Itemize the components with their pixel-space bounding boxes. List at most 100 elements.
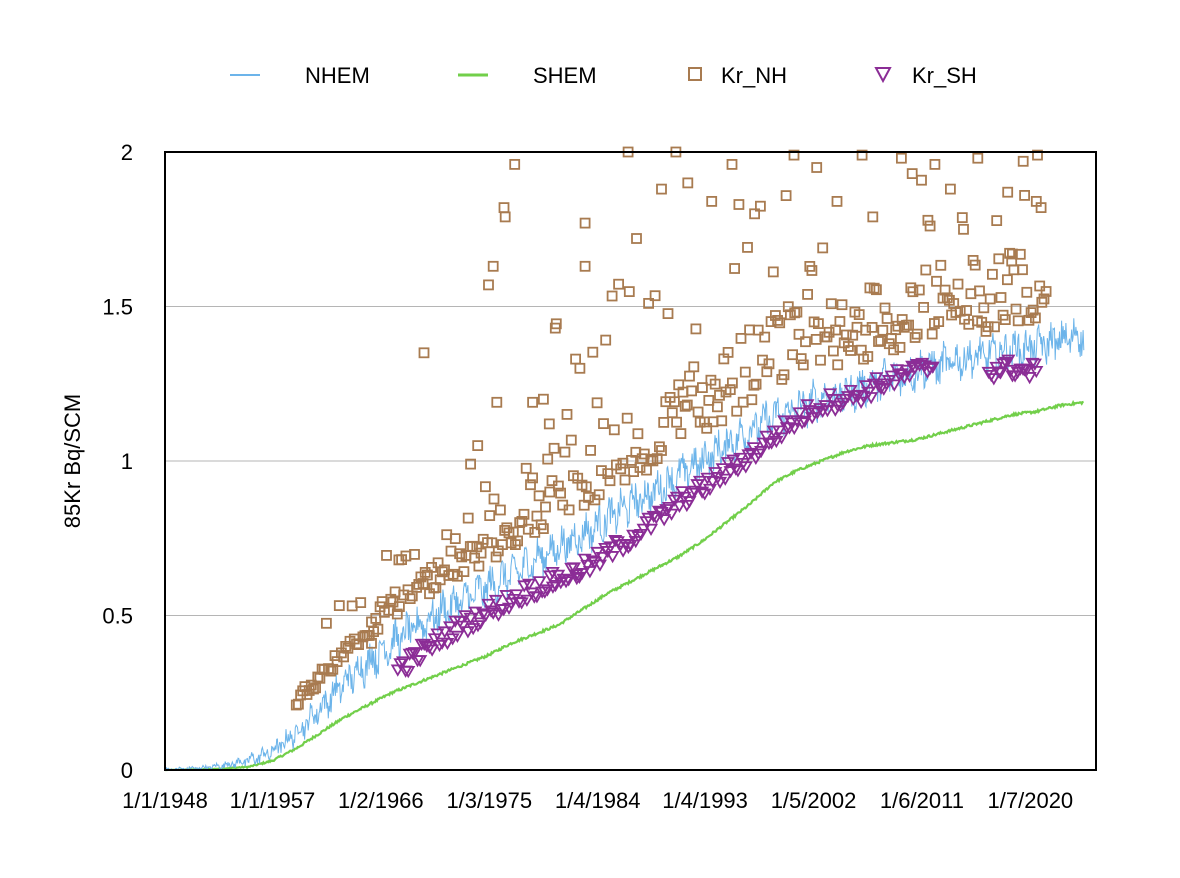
kr-nh-point [366,637,377,649]
kr-nh-point [866,321,878,333]
kr-nh-point [549,322,561,334]
y-tick-label: 1.5 [102,295,133,320]
x-tick-label: 1/1/1957 [230,788,316,813]
kr-nh-point [774,317,786,329]
kr-sh-point [869,372,884,385]
kr-nh-point [409,549,420,560]
kr-nh-point [744,324,755,336]
kr-nh-point [1023,314,1035,326]
kr-nh-point [759,331,771,343]
kr-sh-point [720,457,735,470]
kr-sh-point [789,415,804,428]
kr-nh-point [733,199,745,210]
kr-nh-point [662,308,674,320]
kr-nh-point [909,332,921,343]
x-tick-label: 1/6/2011 [880,788,964,813]
kr-nh-point [540,501,551,513]
kr-sh-point [587,556,602,570]
kr-sh-point [422,641,437,655]
kr-nh-point [580,481,592,493]
x-tick-label: 1/4/1984 [555,788,641,813]
kr-sh-point [476,608,491,621]
kr-sh-point [661,501,676,515]
kr-nh-point [591,397,603,409]
kr-nh-point [726,158,738,170]
kr-nh-point [465,458,477,470]
kr-nh-point [475,547,487,559]
kr-nh-point [690,323,702,335]
kr-nh-point [682,177,694,189]
kr-nh-point [1017,155,1029,167]
kr-nh-point [972,152,984,164]
kr-sh-point [395,656,411,669]
kr-nh-point [621,412,633,424]
kr-nh-point [1007,248,1018,260]
series-shem-line [165,399,1084,772]
kr-sh-point [401,665,416,679]
kr-nh-point [520,462,532,474]
kr-nh-point [565,434,577,446]
kr-nh-point [494,504,506,516]
kr-sh-point [561,574,576,587]
kr-nh-point [555,487,566,499]
kr-nh-point [867,211,879,223]
kr-nh-point [631,233,642,244]
kr-nh-point [956,212,968,224]
y-tick-label: 2 [121,140,133,165]
kr-nh-point [999,314,1011,326]
kr-nh-point [856,149,868,161]
plot-frame [164,151,1097,771]
kr-sh-point [856,390,871,403]
kr-sh-point [702,483,718,497]
kr-nh-point [965,288,977,300]
kr-sh-point [478,609,493,622]
kr-nh-point [987,268,998,280]
kr-nh-point [320,617,332,629]
kr-nh-point [441,529,453,541]
kr-nh-point [811,162,823,173]
kr-nh-point [381,550,392,561]
kr-nh-point [939,284,951,296]
kr-nh-point [920,264,932,276]
kr-nh-point [1038,293,1050,305]
kr-nh-point [929,158,941,170]
kr-sh-point [440,637,455,651]
kr-nh-point [542,453,554,465]
kr-nh-point [735,332,747,344]
kr-nh-point [806,265,818,276]
kr-nh-point [978,302,990,314]
kr-nh-point [658,416,670,428]
kr-nh-point [952,278,964,290]
kr-nh-point [643,297,654,309]
kr-nh-point [649,290,661,302]
kr-sh-point [771,425,787,438]
kr-nh-point [737,396,749,408]
kr-nh-point [828,345,839,357]
kr-nh-point [984,293,996,305]
kr-nh-point [509,158,521,170]
kr-sh-point [1029,365,1044,379]
kr-sh-point [787,422,802,436]
kr-nh-point [490,551,502,563]
kr-sh-point [899,364,914,377]
kr-nh-point [961,305,972,316]
kr-nh-point [991,215,1003,227]
kr-nh-point [924,220,936,232]
kr-nh-point [906,168,918,180]
x-axis-ticks: 1/1/1948 1/1/1957 1/2/1966 1/3/1975 1/4/1984… [122,788,1073,813]
kr-nh-point [449,533,461,544]
kr-sh-point [488,594,503,608]
kr-nh-point [853,309,865,321]
kr-nh-point [372,623,384,635]
kr-nh-point [1002,186,1014,198]
kr-sh-point [605,551,620,564]
kr-sh-point [450,630,465,643]
kr-sh-point [532,576,547,589]
kr-sh-point [463,612,478,625]
kr-sh-point [820,405,835,418]
kr-nh-point [834,316,846,327]
kr-nh-point [498,202,510,214]
kr-nh-point [836,299,848,311]
kr-sh-point [754,446,769,459]
